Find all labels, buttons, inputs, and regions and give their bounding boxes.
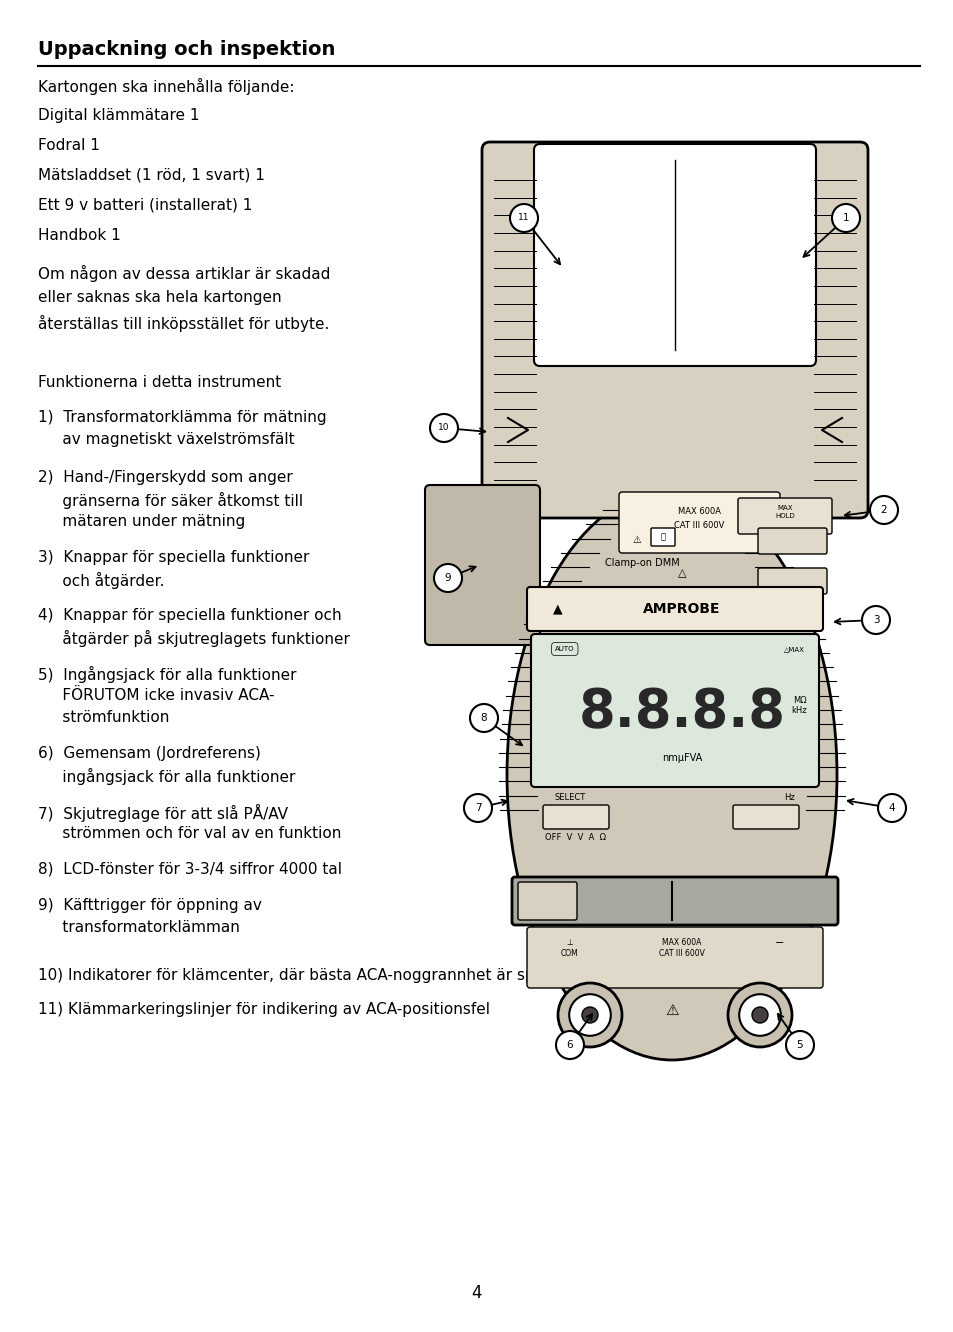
Text: 5: 5 (796, 1040, 802, 1050)
Text: Hz: Hz (783, 793, 794, 802)
Text: ⓘ: ⓘ (659, 533, 665, 542)
Text: 1)  Transformatorklämma för mätning: 1) Transformatorklämma för mätning (38, 410, 326, 425)
FancyBboxPatch shape (526, 587, 822, 631)
Circle shape (463, 794, 492, 822)
Text: 1: 1 (841, 213, 848, 222)
Text: CAT III 600V: CAT III 600V (674, 521, 724, 530)
Text: 8.8.8.8: 8.8.8.8 (578, 686, 784, 738)
Text: FÖRUTOM icke invasiv ACA-: FÖRUTOM icke invasiv ACA- (38, 689, 274, 703)
Text: 9: 9 (444, 573, 451, 583)
Text: 4)  Knappar för speciella funktioner och: 4) Knappar för speciella funktioner och (38, 607, 341, 623)
Text: −: − (775, 938, 784, 948)
Circle shape (739, 994, 780, 1036)
Text: Ett 9 v batteri (installerat) 1: Ett 9 v batteri (installerat) 1 (38, 198, 253, 213)
FancyBboxPatch shape (517, 882, 577, 920)
Text: 4: 4 (888, 803, 894, 813)
Circle shape (558, 983, 621, 1047)
Text: AUTO: AUTO (555, 646, 574, 651)
Text: 2)  Hand-/Fingerskydd som anger: 2) Hand-/Fingerskydd som anger (38, 470, 293, 485)
Text: Mätsladdset (1 röd, 1 svart) 1: Mätsladdset (1 röd, 1 svart) 1 (38, 168, 265, 182)
Circle shape (831, 204, 859, 232)
Text: 8)  LCD-fönster för 3-3/4 siffror 4000 tal: 8) LCD-fönster för 3-3/4 siffror 4000 ta… (38, 862, 341, 876)
Text: ⚠: ⚠ (632, 535, 640, 545)
Text: 8: 8 (480, 713, 487, 723)
Text: ▲: ▲ (553, 602, 562, 615)
FancyBboxPatch shape (481, 143, 867, 518)
Circle shape (727, 983, 791, 1047)
FancyBboxPatch shape (758, 567, 826, 594)
Text: nmμFVA: nmμFVA (661, 753, 701, 763)
Circle shape (581, 1007, 598, 1023)
Text: mätaren under mätning: mätaren under mätning (38, 514, 245, 529)
Text: 4: 4 (471, 1284, 482, 1301)
Text: åtgärder på skjutreglagets funktioner: åtgärder på skjutreglagets funktioner (38, 630, 350, 647)
Text: Fodral 1: Fodral 1 (38, 139, 100, 153)
Text: 11) Klämmarkeringslinjer för indikering av ACA-positionsfel: 11) Klämmarkeringslinjer för indikering … (38, 1002, 490, 1018)
Text: 7)  Skjutreglage för att slå PÅ/AV: 7) Skjutreglage för att slå PÅ/AV (38, 805, 288, 822)
Circle shape (556, 1031, 583, 1059)
Circle shape (862, 606, 889, 634)
Text: 2: 2 (880, 505, 886, 515)
Text: 6: 6 (566, 1040, 573, 1050)
Text: MAX 600A: MAX 600A (678, 507, 720, 515)
Text: OFF  V  V  A  Ω: OFF V V A Ω (544, 832, 605, 842)
FancyBboxPatch shape (534, 144, 815, 366)
Text: Clamp-on DMM: Clamp-on DMM (604, 558, 679, 567)
Text: ⊥
COM: ⊥ COM (560, 938, 578, 958)
Text: SELECT: SELECT (555, 793, 586, 802)
Circle shape (434, 563, 461, 591)
Circle shape (869, 496, 897, 523)
Text: Uppackning och inspektion: Uppackning och inspektion (38, 40, 335, 59)
Text: 11: 11 (517, 213, 529, 222)
FancyBboxPatch shape (526, 927, 822, 988)
Text: 10) Indikatorer för klämcenter, där bästa ACA-noggrannhet är specificerad: 10) Indikatorer för klämcenter, där bäst… (38, 968, 610, 983)
Circle shape (785, 1031, 813, 1059)
FancyBboxPatch shape (542, 805, 608, 829)
Text: strömmen och för val av en funktion: strömmen och för val av en funktion (38, 826, 341, 840)
Circle shape (510, 204, 537, 232)
Text: △: △ (677, 567, 685, 578)
Text: av magnetiskt växelströmsfält: av magnetiskt växelströmsfält (38, 432, 294, 448)
FancyBboxPatch shape (531, 634, 818, 787)
Text: △MAX: △MAX (783, 646, 804, 651)
FancyBboxPatch shape (732, 805, 799, 829)
Text: Om någon av dessa artiklar är skadad: Om någon av dessa artiklar är skadad (38, 265, 330, 282)
Text: MAX
HOLD: MAX HOLD (774, 505, 794, 518)
Text: 7: 7 (475, 803, 481, 813)
Text: 3)  Knappar för speciella funktioner: 3) Knappar för speciella funktioner (38, 550, 309, 565)
Text: strömfunktion: strömfunktion (38, 710, 170, 725)
Text: transformatorklämman: transformatorklämman (38, 920, 239, 935)
Text: ingångsjack för alla funktioner: ingångsjack för alla funktioner (38, 769, 295, 785)
Circle shape (430, 414, 457, 442)
Ellipse shape (506, 490, 836, 1060)
Text: AMPROBE: AMPROBE (642, 602, 720, 615)
Text: Funktionerna i detta instrument: Funktionerna i detta instrument (38, 376, 281, 390)
Text: 5)  Ingångsjack för alla funktioner: 5) Ingångsjack för alla funktioner (38, 666, 296, 683)
Text: eller saknas ska hela kartongen: eller saknas ska hela kartongen (38, 290, 281, 305)
FancyBboxPatch shape (650, 527, 675, 546)
Text: Digital klämmätare 1: Digital klämmätare 1 (38, 108, 199, 123)
Circle shape (877, 794, 905, 822)
Text: MAX 600A
CAT III 600V: MAX 600A CAT III 600V (659, 938, 704, 958)
FancyBboxPatch shape (618, 492, 780, 553)
Circle shape (751, 1007, 767, 1023)
FancyBboxPatch shape (512, 876, 837, 924)
FancyBboxPatch shape (424, 485, 539, 645)
Text: Handbok 1: Handbok 1 (38, 228, 121, 242)
Text: 10: 10 (437, 424, 449, 433)
Circle shape (569, 994, 610, 1036)
Circle shape (470, 705, 497, 733)
Text: 3: 3 (872, 615, 879, 625)
FancyBboxPatch shape (738, 498, 831, 534)
Text: 9)  Käfttrigger för öppning av: 9) Käfttrigger för öppning av (38, 898, 262, 912)
Text: Kartongen ska innehålla följande:: Kartongen ska innehålla följande: (38, 79, 294, 95)
Text: ⚠: ⚠ (664, 1003, 679, 1018)
Text: MΩ
kHz: MΩ kHz (791, 697, 806, 715)
Text: återställas till inköpsstället för utbyte.: återställas till inköpsstället för utbyt… (38, 314, 329, 332)
Text: 6)  Gemensam (Jordreferens): 6) Gemensam (Jordreferens) (38, 746, 260, 761)
FancyBboxPatch shape (758, 527, 826, 554)
Text: och åtgärder.: och åtgärder. (38, 571, 164, 589)
Text: gränserna för säker åtkomst till: gränserna för säker åtkomst till (38, 492, 303, 509)
